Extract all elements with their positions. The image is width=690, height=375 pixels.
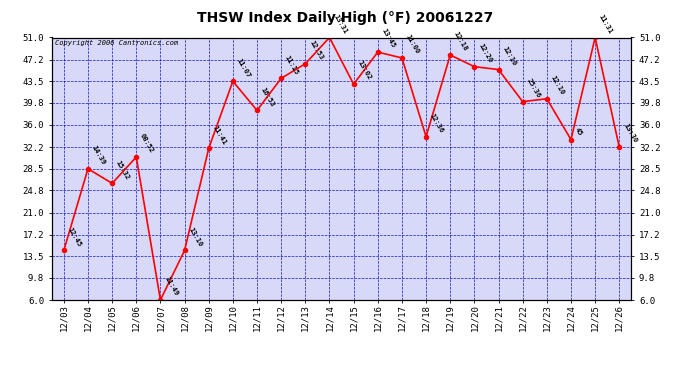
Text: 25:36: 25:36 <box>526 78 541 99</box>
Text: 12:53: 12:53 <box>308 40 324 61</box>
Text: 14:39: 14:39 <box>91 145 106 166</box>
Text: 11:07: 11:07 <box>236 57 251 78</box>
Text: 11:31: 11:31 <box>598 13 613 35</box>
Text: THSW Index Daily High (°F) 20061227: THSW Index Daily High (°F) 20061227 <box>197 11 493 25</box>
Text: 13:02: 13:02 <box>357 60 372 81</box>
Text: Copyright 2006 Cantronics.com: Copyright 2006 Cantronics.com <box>55 40 178 46</box>
Text: 11:49: 11:49 <box>164 276 179 297</box>
Text: 13:31: 13:31 <box>333 13 348 35</box>
Text: 13:30: 13:30 <box>622 123 638 144</box>
Text: 12:18: 12:18 <box>453 31 469 52</box>
Text: 12:20: 12:20 <box>477 42 493 64</box>
Text: 08:52: 08:52 <box>139 133 155 154</box>
Text: 16:53: 16:53 <box>260 86 275 108</box>
Text: 11:00: 11:00 <box>405 34 420 55</box>
Text: 11:15: 11:15 <box>284 54 299 75</box>
Text: 12:10: 12:10 <box>502 45 517 67</box>
Text: 45: 45 <box>574 126 583 137</box>
Text: 13:10: 13:10 <box>188 226 203 248</box>
Text: 12:10: 12:10 <box>550 75 565 96</box>
Text: 13:45: 13:45 <box>381 28 396 49</box>
Text: 11:41: 11:41 <box>212 124 227 146</box>
Text: 12:45: 12:45 <box>67 226 82 248</box>
Text: 15:32: 15:32 <box>115 159 130 180</box>
Text: 12:36: 12:36 <box>429 112 444 134</box>
